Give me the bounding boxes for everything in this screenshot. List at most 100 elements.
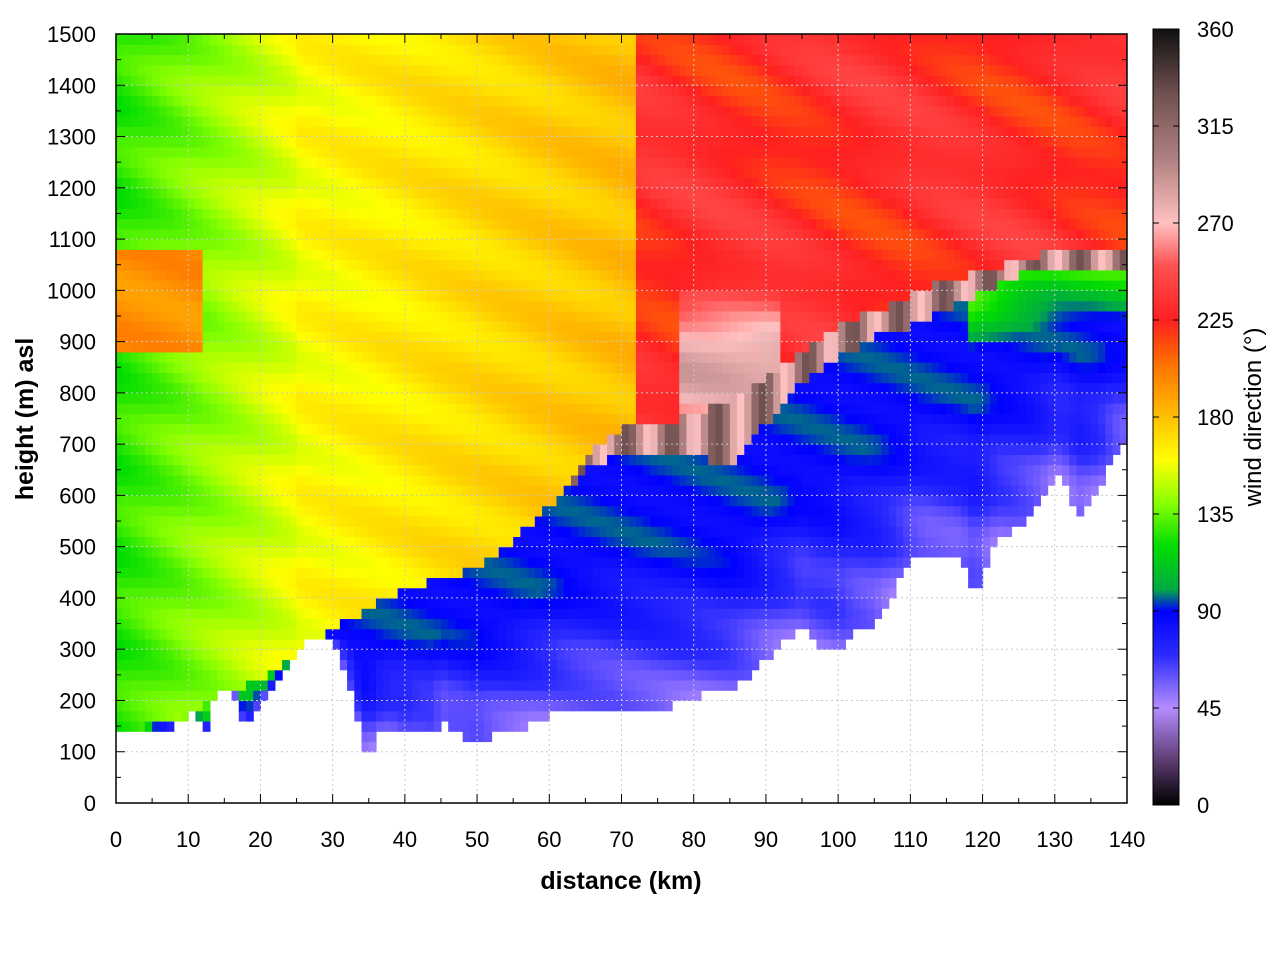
heatmap-cell: [238, 75, 247, 86]
heatmap-cell: [585, 536, 594, 548]
heatmap-cell: [209, 259, 218, 271]
heatmap-cell: [274, 177, 283, 189]
heatmap-cell: [260, 44, 269, 56]
heatmap-cell: [484, 54, 493, 66]
heatmap-cell: [245, 351, 254, 363]
heatmap-cell: [578, 515, 586, 527]
heatmap-cell: [260, 85, 269, 97]
heatmap-cell: [477, 54, 485, 66]
heatmap-cell: [542, 628, 550, 640]
heatmap-cell: [260, 444, 269, 455]
heatmap-cell: [310, 392, 319, 404]
heatmap-cell: [180, 331, 189, 343]
heatmap-cell: [152, 218, 160, 230]
heatmap-cell: [289, 526, 298, 538]
heatmap-cell: [347, 310, 355, 322]
heatmap-cell: [585, 362, 594, 373]
heatmap-cell: [542, 587, 550, 599]
heatmap-cell: [137, 608, 146, 620]
heatmap-cell: [253, 95, 262, 107]
heatmap-cell: [542, 710, 550, 722]
heatmap-cell: [152, 444, 160, 455]
heatmap-cell: [440, 146, 449, 158]
heatmap-cell: [325, 208, 334, 220]
heatmap-cell: [130, 597, 139, 609]
heatmap-cell: [368, 157, 377, 168]
heatmap-cell: [650, 136, 659, 148]
heatmap-cell: [599, 126, 608, 138]
heatmap-cell: [390, 710, 399, 722]
heatmap-cell: [159, 669, 168, 681]
heatmap-cell: [180, 218, 189, 230]
heatmap-cell: [361, 126, 370, 138]
heatmap-cell: [448, 546, 457, 558]
heatmap-cell: [433, 618, 442, 630]
heatmap-cell: [484, 351, 493, 363]
heatmap-cell: [599, 64, 608, 76]
heatmap-cell: [195, 433, 204, 445]
heatmap-cell: [469, 423, 478, 435]
heatmap-cell: [166, 34, 175, 45]
heatmap-cell: [397, 208, 406, 220]
heatmap-cell: [303, 505, 312, 517]
heatmap-cell: [318, 515, 327, 527]
heatmap-cell: [448, 700, 457, 712]
heatmap-cell: [491, 362, 500, 373]
heatmap-cell: [137, 198, 146, 209]
heatmap-cell: [137, 679, 146, 691]
heatmap-cell: [563, 146, 572, 158]
heatmap-cell: [628, 44, 637, 56]
heatmap-cell: [354, 126, 363, 138]
heatmap-cell: [570, 618, 579, 630]
heatmap-cell: [296, 433, 305, 445]
heatmap-cell: [455, 454, 464, 466]
heatmap-cell: [549, 351, 558, 363]
heatmap-cell: [592, 618, 601, 630]
heatmap-cell: [173, 587, 182, 599]
heatmap-cell: [238, 351, 247, 363]
heatmap-cell: [448, 679, 457, 691]
heatmap-cell: [469, 321, 478, 332]
heatmap-cell: [477, 464, 485, 476]
heatmap-cell: [383, 556, 392, 568]
heatmap-cell: [404, 362, 413, 373]
heatmap-cell: [202, 556, 211, 568]
heatmap-cell: [448, 464, 457, 476]
heatmap-cell: [570, 75, 579, 86]
heatmap-cell: [325, 608, 334, 620]
heatmap-cell: [375, 177, 384, 189]
heatmap-cell: [455, 700, 464, 712]
heatmap-cell: [397, 505, 406, 517]
heatmap-cell: [166, 249, 175, 261]
heatmap-cell: [578, 331, 586, 343]
heatmap-cell: [339, 577, 348, 589]
heatmap-cell: [477, 362, 485, 373]
heatmap-cell: [455, 116, 464, 127]
heatmap-cell: [513, 577, 521, 589]
heatmap-cell: [440, 556, 449, 568]
heatmap-cell: [325, 495, 334, 507]
heatmap-cell: [607, 587, 615, 599]
heatmap-cell: [260, 259, 269, 271]
heatmap-cell: [173, 269, 182, 281]
heatmap-cell: [390, 167, 399, 179]
heatmap-cell: [180, 290, 189, 302]
heatmap-cell: [267, 577, 276, 589]
heatmap-cell: [570, 474, 579, 486]
heatmap-cell: [491, 177, 500, 189]
heatmap-cell: [180, 177, 189, 189]
heatmap-cell: [563, 54, 572, 66]
heatmap-cell: [310, 198, 319, 209]
heatmap-cell: [368, 485, 377, 496]
heatmap-cell: [549, 669, 558, 681]
heatmap-cell: [238, 269, 247, 281]
heatmap-cell: [375, 669, 384, 681]
heatmap-cell: [440, 269, 449, 281]
heatmap-cell: [440, 64, 449, 76]
heatmap-cell: [484, 105, 493, 117]
heatmap-cell: [209, 146, 218, 158]
heatmap-cell: [419, 577, 428, 589]
heatmap-cell: [202, 146, 211, 158]
heatmap-cell: [166, 608, 175, 620]
heatmap-cell: [440, 444, 449, 455]
